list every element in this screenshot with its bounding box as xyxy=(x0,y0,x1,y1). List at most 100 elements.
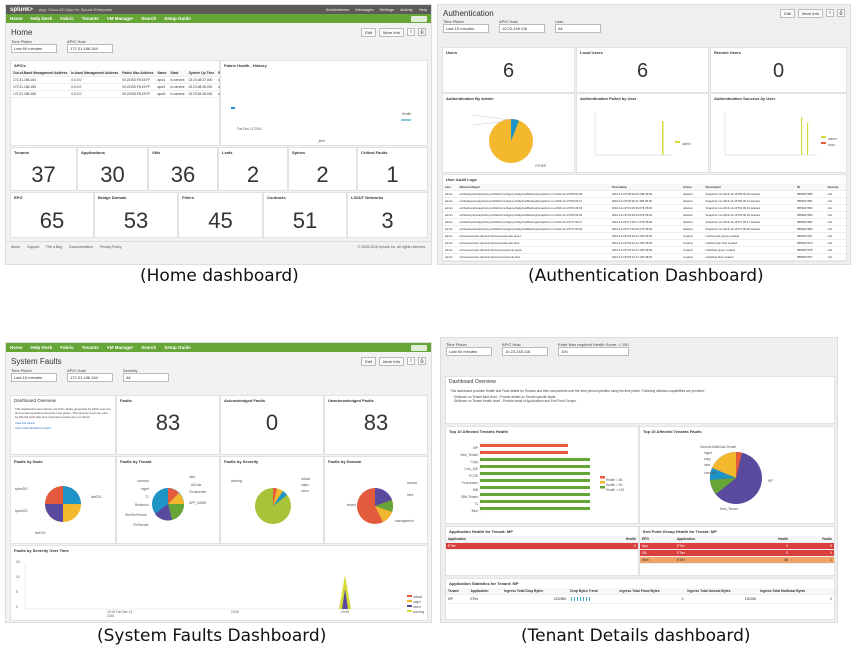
col-description[interactable]: Description xyxy=(703,184,796,191)
nav-home[interactable]: Home xyxy=(10,345,23,350)
export-icon[interactable]: ⇪ xyxy=(407,27,415,36)
stat-leafs[interactable]: Leafs 2 xyxy=(218,147,288,191)
stat-l3out-networks[interactable]: L3OUT Networks 3 xyxy=(347,192,428,238)
stat-spines[interactable]: Spines 2 xyxy=(288,147,357,191)
col-user[interactable]: user xyxy=(443,184,458,191)
pie-slice-spine201[interactable] xyxy=(45,504,63,522)
col-mac[interactable]: Fabric Mac Address xyxy=(120,70,156,77)
local-users-panel[interactable]: Local Users 6 xyxy=(576,47,709,93)
pie-slice[interactable] xyxy=(168,493,184,504)
menu-messages[interactable]: Messages xyxy=(355,7,374,12)
more-info-button[interactable]: More Info xyxy=(379,27,404,37)
table-row[interactable]: admin uni/userext/user-admin/preferences/… xyxy=(443,232,846,240)
col-id[interactable]: ID xyxy=(795,184,826,191)
menu-activity[interactable]: Activity xyxy=(400,7,413,12)
footer-support[interactable]: Support xyxy=(27,245,40,249)
time-picker-dropdown[interactable]: Last 15 minutes xyxy=(11,373,57,382)
col-epg[interactable]: EPG xyxy=(640,536,676,543)
pie-slice[interactable] xyxy=(168,504,185,520)
overview-link-transitions[interactable]: View fault transitions report xyxy=(15,426,52,430)
bar-admin[interactable] xyxy=(801,117,803,155)
stat-applications[interactable]: Applications 30 xyxy=(77,147,148,191)
remote-users-panel[interactable]: Remote Users 0 xyxy=(710,47,847,93)
nav-tenants[interactable]: Tenants xyxy=(81,16,99,21)
export-icon[interactable]: ⇪ xyxy=(407,356,415,365)
health-bar[interactable] xyxy=(480,486,590,489)
stat-vms[interactable]: VMs 36 xyxy=(148,147,218,191)
menu-help[interactable]: Help xyxy=(418,7,427,12)
pie-slice[interactable] xyxy=(168,488,179,504)
nav-vm-manager[interactable]: VM Manager xyxy=(106,16,134,21)
col-flood-bytes[interactable]: Ingress Total Flood Bytes xyxy=(617,588,686,595)
col-tenant[interactable]: Tenant xyxy=(446,588,469,595)
col-drop-bytes[interactable]: Ingress Total Drop Bytes xyxy=(502,588,569,595)
apic-host-dropdown[interactable]: 10.23.248.116 xyxy=(499,24,545,33)
table-row[interactable]: admin uni/userext/user-admin/preferences/… xyxy=(443,239,846,247)
table-row[interactable]: admin uni/userext/user-admin/preferences/… xyxy=(443,253,846,261)
pie-slice-common[interactable] xyxy=(710,478,736,494)
edit-button[interactable]: Edit xyxy=(361,27,377,37)
footer-file-bug[interactable]: File a Bug xyxy=(46,245,63,249)
health-bar[interactable] xyxy=(480,500,590,503)
print-icon[interactable]: ⎙ xyxy=(837,8,845,17)
unack-faults-panel[interactable]: Unacknowledged Faults 83 xyxy=(324,395,428,455)
apic-host-dropdown[interactable]: 172.31.186.184 xyxy=(67,373,113,382)
splunk-logo[interactable]: splunk> xyxy=(10,6,33,13)
stat-epg[interactable]: EPG 65 xyxy=(10,192,94,238)
pie-slice-infra[interactable] xyxy=(375,500,394,512)
col-application[interactable]: Application xyxy=(468,588,503,595)
print-icon[interactable]: ⎙ xyxy=(418,356,426,365)
col-multicast-bytes[interactable]: Ingress Total Multicast Bytes xyxy=(757,588,834,595)
health-bar[interactable] xyxy=(480,444,568,447)
col-object[interactable]: Affected Object xyxy=(457,184,610,191)
area-minor[interactable] xyxy=(342,589,348,609)
col-severity[interactable]: Severity xyxy=(825,184,846,191)
table-row[interactable]: admin uni/backupst/snapshots-[uni/fabric/… xyxy=(443,190,846,198)
pie-slice[interactable] xyxy=(155,504,172,521)
table-row[interactable]: admin uni/backupst/snapshots-[uni/fabric/… xyxy=(443,225,846,233)
pie-slice-access[interactable] xyxy=(375,487,392,506)
table-row[interactable]: MP ETier 1302880 0 150288 0 xyxy=(446,594,834,604)
nav-setup-guide[interactable]: Setup Guide xyxy=(164,16,191,21)
stat-tenants[interactable]: Tenants 37 xyxy=(10,147,77,191)
menu-settings[interactable]: Settings xyxy=(379,7,395,12)
nav-search[interactable]: Search xyxy=(141,16,157,21)
pie-slice-other[interactable] xyxy=(511,118,519,141)
nav-tenants[interactable]: Tenants xyxy=(81,345,99,350)
menu-administrator[interactable]: Administrator xyxy=(325,7,350,12)
footer-documentation[interactable]: Documentation xyxy=(69,245,93,249)
table-row[interactable]: ETier 0 xyxy=(446,542,638,550)
apic-host-dropdown[interactable]: 172.31.186.184 xyxy=(67,44,113,53)
nav-fabric[interactable]: Fabric xyxy=(60,16,74,21)
pie-slice-copy[interactable] xyxy=(709,468,736,480)
health-bar[interactable] xyxy=(480,451,568,454)
table-row[interactable]: App ETier 0 5 xyxy=(640,542,834,550)
col-health[interactable]: Health xyxy=(562,536,638,543)
col-application[interactable]: Application xyxy=(446,536,563,543)
pie-slice-infra[interactable] xyxy=(712,452,736,478)
nav-help-desk[interactable]: Help Desk xyxy=(30,16,53,21)
bar-admin[interactable] xyxy=(662,121,664,155)
more-info-button[interactable]: More Info xyxy=(798,8,823,18)
nav-home[interactable]: Home xyxy=(10,16,23,21)
health-bar[interactable] xyxy=(480,465,590,468)
col-inband[interactable]: In-band Management Address xyxy=(69,70,121,77)
health-bar[interactable] xyxy=(480,479,590,482)
stat-bridge-domain[interactable]: Bridge Domain 53 xyxy=(94,192,178,238)
faults-count-panel[interactable]: Faults 83 xyxy=(116,395,220,455)
col-unicast-bytes[interactable]: Ingress Total Unicast Bytes xyxy=(685,588,758,595)
print-icon[interactable]: ⎙ xyxy=(418,27,426,36)
col-application[interactable]: Application xyxy=(675,536,746,543)
health-score-input[interactable]: 100 xyxy=(558,347,629,356)
footer-privacy[interactable]: Privacy Policy xyxy=(99,245,122,249)
time-picker-dropdown[interactable]: Last 60 minutes xyxy=(446,347,492,356)
health-bar[interactable] xyxy=(480,493,590,496)
col-action[interactable]: Action xyxy=(681,184,704,191)
nav-setup-guide[interactable]: Setup Guide xyxy=(164,345,191,350)
stat-contracts[interactable]: Contracts 51 xyxy=(263,192,347,238)
nav-vm-manager[interactable]: VM Manager xyxy=(106,345,134,350)
col-timestamp[interactable]: Timestamp xyxy=(609,184,682,191)
col-name[interactable]: Name xyxy=(155,70,169,77)
table-row[interactable]: admin uni/backupst/snapshots-[uni/fabric/… xyxy=(443,211,846,219)
col-state[interactable]: State xyxy=(168,70,187,77)
